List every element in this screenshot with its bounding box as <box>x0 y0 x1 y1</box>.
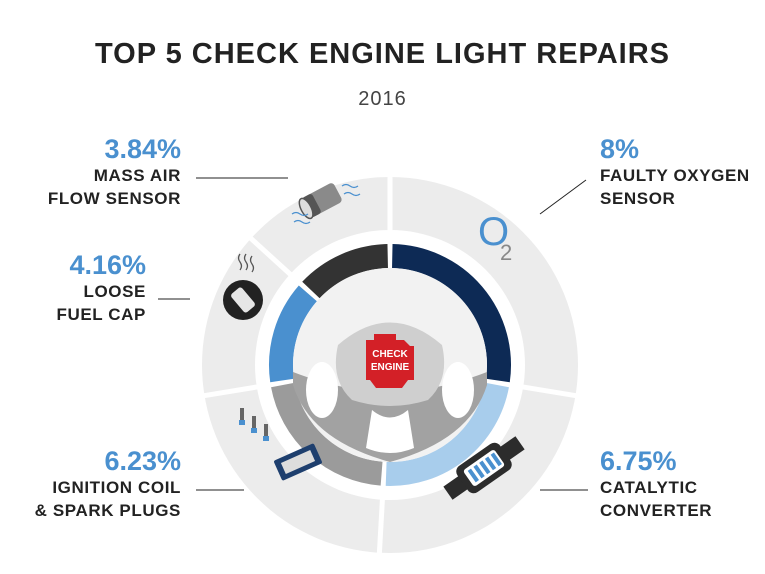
arc-maf <box>302 244 389 299</box>
divider-catalytic <box>520 384 578 399</box>
name-fuel-cap-line1: LOOSE <box>83 282 146 301</box>
label-ignition: 6.23% IGNITION COIL & SPARK PLUGS <box>35 446 181 522</box>
chart-subtitle: 2016 <box>358 88 407 110</box>
fuel-cap-icon <box>223 253 263 320</box>
catalytic-converter-icon <box>443 436 525 500</box>
pct-fuel-cap: 4.16% <box>69 250 146 280</box>
name-catalytic-line1: CATALYTIC <box>600 478 698 497</box>
oxygen-icon: O 2 <box>478 210 512 265</box>
leader-lines <box>158 177 588 491</box>
divider-ignition <box>376 497 386 555</box>
arc-catalytic <box>385 382 509 486</box>
name-ignition-line1: IGNITION COIL <box>52 478 181 497</box>
segment-dividers <box>202 175 578 555</box>
label-mass-air-flow: 3.84% MASS AIR FLOW SENSOR <box>48 134 181 210</box>
chart-title: TOP 5 CHECK ENGINE LIGHT REPAIRS <box>94 38 671 70</box>
arc-ignition <box>271 382 383 486</box>
label-oxygen-sensor: 8% FAULTY OXYGEN SENSOR <box>600 134 750 210</box>
pct-ignition: 6.23% <box>104 446 181 476</box>
mass-air-flow-icon <box>291 183 361 225</box>
engine-text-line1: CHECK <box>372 349 408 360</box>
divider-maf <box>247 235 294 278</box>
arc-o2 <box>391 244 511 383</box>
data-arcs <box>269 244 511 486</box>
label-catalytic: 6.75% CATALYTIC CONVERTER <box>600 446 712 522</box>
name-oxygen-sensor-line2: SENSOR <box>600 189 676 208</box>
svg-text:2: 2 <box>500 240 512 265</box>
pct-mass-air-flow: 3.84% <box>104 134 181 164</box>
divider-fuelcap <box>202 384 260 399</box>
name-fuel-cap-line2: FUEL CAP <box>56 305 146 324</box>
pct-oxygen-sensor: 8% <box>600 134 640 164</box>
engine-text-line2: ENGINE <box>371 362 410 373</box>
name-ignition-line2: & SPARK PLUGS <box>34 501 181 520</box>
name-catalytic-line2: CONVERTER <box>600 501 713 520</box>
name-mass-air-flow-line1: MASS AIR <box>93 166 181 185</box>
name-mass-air-flow-line2: FLOW SENSOR <box>47 189 181 208</box>
ignition-coil-icon <box>239 408 322 481</box>
arc-fuelcap <box>269 285 318 383</box>
check-engine-icon: CHECK ENGINE <box>366 334 414 388</box>
name-oxygen-sensor-line1: FAULTY OXYGEN <box>600 166 750 185</box>
label-fuel-cap: 4.16% LOOSE FUEL CAP <box>57 250 147 326</box>
svg-text:O: O <box>478 210 509 254</box>
pct-catalytic: 6.75% <box>600 446 677 476</box>
